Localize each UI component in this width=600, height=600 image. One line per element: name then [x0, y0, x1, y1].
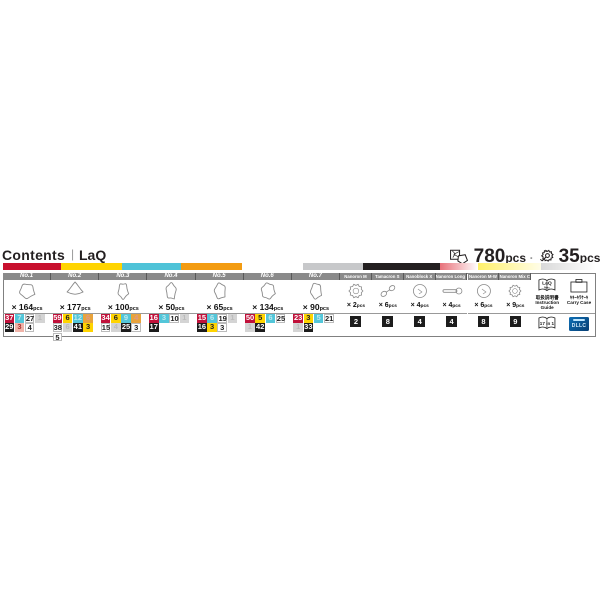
svg-text:Nets: Nets [544, 285, 550, 289]
svg-text:17 in 1: 17 in 1 [540, 321, 555, 326]
